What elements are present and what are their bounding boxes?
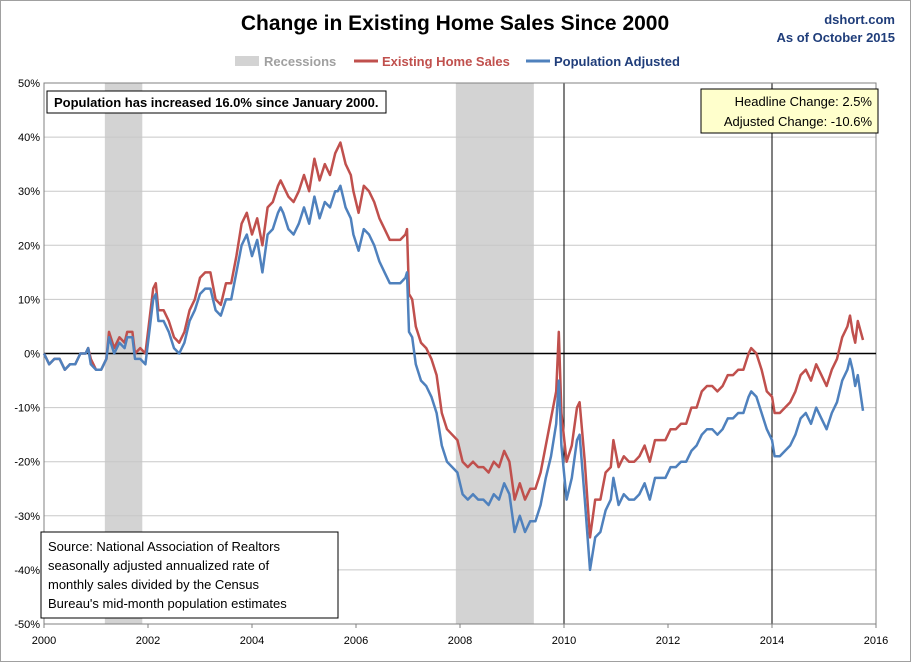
y-tick-label: -20% xyxy=(14,457,40,469)
population-adjusted-line xyxy=(42,184,865,572)
legend-recessions: Recessions xyxy=(264,54,336,69)
y-tick-label: 0% xyxy=(24,349,40,361)
source-site: dshort.com xyxy=(824,12,895,27)
x-tick-label: 2010 xyxy=(552,635,576,647)
source-box: Source: National Association of Realtors… xyxy=(40,531,339,619)
change-box: Headline Change: 2.5% Adjusted Change: -… xyxy=(700,88,879,134)
headline-change: Headline Change: 2.5% xyxy=(735,94,873,109)
y-tick-label: 10% xyxy=(18,294,40,306)
x-tick-label: 2008 xyxy=(448,635,472,647)
x-tick-label: 2000 xyxy=(32,635,56,647)
y-tick-label: 50% xyxy=(18,78,40,90)
y-tick-label: -50% xyxy=(14,619,40,631)
y-tick-label: 30% xyxy=(18,186,40,198)
adjusted-change: Adjusted Change: -10.6% xyxy=(724,114,873,129)
y-tick-label: -30% xyxy=(14,511,40,523)
legend-recession-swatch xyxy=(235,56,259,66)
population-note: Population has increased 16.0% since Jan… xyxy=(54,95,378,110)
x-tick-label: 2004 xyxy=(240,635,264,647)
y-tick-label: 20% xyxy=(18,240,40,252)
legend: Recessions Existing Home Sales Populatio… xyxy=(235,54,680,69)
x-tick-label: 2014 xyxy=(760,635,784,647)
existing-home-sales-line xyxy=(42,141,865,539)
source-date: As of October 2015 xyxy=(777,30,896,45)
y-tick-label: -40% xyxy=(14,565,40,577)
source-note-line-3: monthly sales divided by the Census xyxy=(48,577,260,592)
chart-title: Change in Existing Home Sales Since 2000 xyxy=(241,12,669,35)
y-tick-label: -10% xyxy=(14,403,40,415)
population-note-box: Population has increased 16.0% since Jan… xyxy=(46,90,387,114)
source-note-line-2: seasonally adjusted annualized rate of xyxy=(48,558,270,573)
legend-sales: Existing Home Sales xyxy=(382,54,510,69)
x-tick-label: 2016 xyxy=(864,635,888,647)
x-tick-label: 2012 xyxy=(656,635,680,647)
x-tick-label: 2002 xyxy=(136,635,160,647)
source-note-line-1: Source: National Association of Realtors xyxy=(48,539,280,554)
legend-adjusted: Population Adjusted xyxy=(554,54,680,69)
plot-area: 50% 40% 30% 20% 10% 0% -10% -20% -30% -40% -50% 200… xyxy=(14,78,888,647)
source-note-line-4: Bureau's mid-month population estimates xyxy=(48,596,287,611)
x-tick-label: 2006 xyxy=(344,635,368,647)
y-tick-label: 40% xyxy=(18,132,40,144)
